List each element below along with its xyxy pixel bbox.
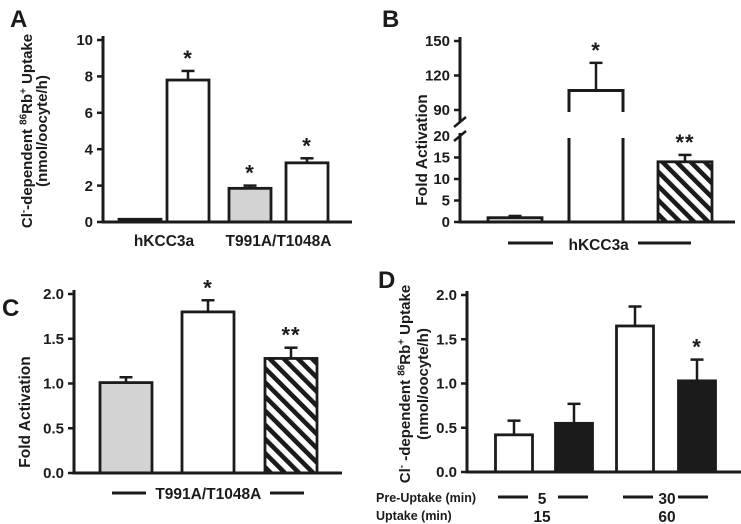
bar xyxy=(284,161,330,224)
bar xyxy=(263,357,319,475)
y-tick-label: 1.0 xyxy=(436,376,457,393)
y-tick-label: 150 xyxy=(425,33,450,50)
panel-c-chart: * ** 0.0 0.5 1.0 1.5 2.0 Fold Activation C T991A/… xyxy=(0,262,370,524)
significance-star: * xyxy=(591,38,601,63)
x-group-label: hKCC3a xyxy=(569,237,630,254)
panel-a-chart: * * * 0 2 4 6 8 10 Cl--dependent 86Rb+ Uptake (nmo… xyxy=(0,0,370,262)
y-tick-label: 6 xyxy=(85,105,93,122)
y-tick-label: 10 xyxy=(76,32,93,49)
y-tick-label: 0 xyxy=(442,214,450,231)
panel-letter: D xyxy=(378,267,395,294)
y-tick-label: 10 xyxy=(433,171,450,188)
y-tick-label: 8 xyxy=(85,69,93,86)
bar xyxy=(165,78,211,224)
y-tick-label: 0.0 xyxy=(436,464,457,481)
x-row-value: 15 xyxy=(533,509,551,524)
y-axis-label: Fold Activation xyxy=(17,356,34,467)
x-row-value: 60 xyxy=(658,509,675,524)
y-tick-label: 0.5 xyxy=(43,420,64,437)
bar xyxy=(227,186,273,224)
y-tick-label: 0 xyxy=(85,214,93,231)
significance-star: ** xyxy=(281,323,300,348)
x-group-label: hKCC3a xyxy=(134,233,195,250)
x-row-label: Pre-Uptake (min) xyxy=(376,491,476,505)
y-axis-label: (nmol/oocyte/h) xyxy=(415,328,432,440)
y-tick-label: 0.0 xyxy=(43,465,64,482)
y-axis-label: Cl--dependent 86Rb+ Uptake xyxy=(18,34,36,228)
y-tick-label: 1.0 xyxy=(43,376,64,393)
bar xyxy=(677,379,717,474)
panel-d-chart: * 0.0 0.5 1.0 1.5 2.0 Cl- -dependent 86Rb+ Upt… xyxy=(370,262,741,524)
chart-svg-a: * * * 0 2 4 6 8 10 Cl--dependent 86Rb+ Uptake(nmo… xyxy=(10,6,352,250)
x-group-label: T991A/T1048A xyxy=(226,233,332,250)
y-tick-label: 1.5 xyxy=(43,331,64,348)
y-tick-label: 4 xyxy=(85,141,94,158)
y-tick-label: 1.5 xyxy=(436,331,457,348)
bar xyxy=(656,160,714,224)
y-axis-label: Cl- -dependent 86Rb+ Uptake xyxy=(396,285,414,483)
bar xyxy=(98,381,154,475)
y-tick-label: 2.0 xyxy=(43,286,64,303)
axis-break-mark xyxy=(453,116,467,128)
significance-star: * xyxy=(245,161,255,186)
x-row-value: 5 xyxy=(538,491,547,508)
y-tick-label: 15 xyxy=(433,150,450,167)
y-axis-label: (nmol/oocyte/h) xyxy=(34,75,51,187)
y-tick-label: 2.0 xyxy=(436,287,457,304)
y-tick-label: 2 xyxy=(85,178,93,195)
y-tick-label: 5 xyxy=(442,193,450,210)
y-tick-label: 90 xyxy=(433,102,450,119)
panel-letter: C xyxy=(2,295,19,322)
significance-star: * xyxy=(203,275,213,300)
bar xyxy=(615,324,655,474)
axis-break-mark xyxy=(453,130,467,142)
x-row-label: Uptake (min) xyxy=(376,509,452,523)
y-tick-label: 0.5 xyxy=(436,420,457,437)
x-group-label: T991A/T1048A xyxy=(155,486,261,503)
significance-star: * xyxy=(183,46,193,71)
chart-svg-d: * 0.0 0.5 1.0 1.5 2.0 Cl- -dependent 86Rb+ Upt… xyxy=(376,267,741,524)
panel-letter: B xyxy=(382,6,399,33)
y-tick-label: 20 xyxy=(433,128,450,145)
significance-star: * xyxy=(302,133,312,158)
y-tick-label: 120 xyxy=(425,68,450,85)
y-axis-label: Fold Activation xyxy=(414,94,431,205)
significance-star: ** xyxy=(675,130,694,155)
bar xyxy=(554,421,594,474)
panel-letter: A xyxy=(10,6,27,33)
bar xyxy=(494,433,534,474)
bar xyxy=(180,310,236,475)
x-row-value: 30 xyxy=(658,491,675,508)
significance-star: * xyxy=(692,335,702,360)
